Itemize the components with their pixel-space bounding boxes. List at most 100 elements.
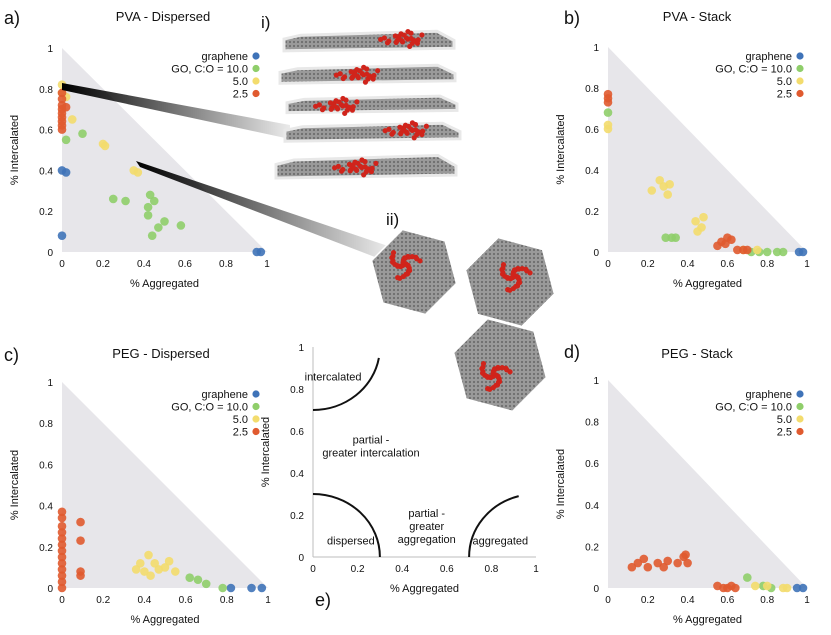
data-point xyxy=(256,247,266,257)
data-point xyxy=(145,190,155,200)
data-point xyxy=(57,583,67,593)
y-axis-title: % Intercalated xyxy=(555,114,567,184)
legend-label: graphene xyxy=(746,51,793,63)
data-point xyxy=(733,245,742,255)
legend-marker xyxy=(796,427,804,436)
data-point xyxy=(121,196,130,206)
y-tick-label: 0.6 xyxy=(290,427,304,438)
y-tick-label: 0.8 xyxy=(585,84,599,95)
x-axis-title: % Aggregated xyxy=(390,583,459,595)
triangle-region xyxy=(608,47,807,252)
y-tick-label: 0.2 xyxy=(585,542,599,553)
y-tick-label: 0.8 xyxy=(39,85,53,96)
data-point xyxy=(160,563,170,572)
data-point xyxy=(193,575,203,585)
graphene-sheet xyxy=(282,28,456,53)
x-tick-label: 0.6 xyxy=(179,595,193,606)
data-point xyxy=(762,247,772,257)
y-tick-label: 1 xyxy=(298,343,304,354)
data-point xyxy=(653,558,663,568)
data-point xyxy=(743,245,752,255)
data-point xyxy=(76,571,85,580)
series-graphene xyxy=(792,583,808,593)
legend-marker xyxy=(252,427,260,436)
x-tick-label: 0 xyxy=(310,564,316,575)
y-tick-label: 0.2 xyxy=(585,207,599,218)
x-tick-label: 1 xyxy=(265,595,271,606)
legend-label: 5.0 xyxy=(233,76,248,88)
x-axis-title: % Aggregated xyxy=(130,278,199,290)
y-tick-label: 0.2 xyxy=(39,207,53,218)
data-point xyxy=(57,94,67,104)
data-point xyxy=(67,115,77,124)
legend-marker xyxy=(796,415,804,423)
region-boundary xyxy=(312,357,380,411)
y-tick-label: 0.6 xyxy=(39,460,53,471)
series-2-5 xyxy=(57,88,71,134)
data-point xyxy=(782,583,792,593)
y-tick-label: 1 xyxy=(593,43,599,54)
data-point xyxy=(663,190,672,199)
data-point xyxy=(140,567,149,576)
data-point xyxy=(673,558,682,568)
data-point xyxy=(655,175,665,185)
legend-marker xyxy=(252,415,260,423)
zoom-beam xyxy=(136,161,388,262)
x-tick-label: 1 xyxy=(264,259,270,270)
x-tick-label: 0.2 xyxy=(351,564,365,575)
legend-label: 2.5 xyxy=(777,427,792,439)
panel-label: e) xyxy=(315,590,331,610)
y-tick-label: 0.6 xyxy=(585,125,599,136)
y-tick-label: 0.4 xyxy=(39,166,53,177)
data-point xyxy=(639,554,649,564)
y-tick-label: 0.2 xyxy=(290,511,304,522)
series-2-5 xyxy=(627,550,740,593)
chart-title: PEG - Dispersed xyxy=(112,346,210,361)
region-label: dispersed xyxy=(327,535,375,547)
data-point xyxy=(627,562,637,572)
data-point xyxy=(57,558,67,568)
inset-label: i) xyxy=(261,13,270,32)
x-tick-label: 0.4 xyxy=(395,564,409,575)
legend-marker xyxy=(796,52,804,60)
data-point xyxy=(721,239,730,249)
data-point xyxy=(201,579,211,589)
data-point xyxy=(663,556,672,566)
legend-label: graphene xyxy=(746,389,793,401)
data-point xyxy=(226,583,236,593)
y-axis-title: % Intercalated xyxy=(9,450,21,520)
panel-label: a) xyxy=(4,8,20,28)
data-point xyxy=(792,583,802,593)
data-point xyxy=(133,168,143,177)
data-point xyxy=(798,247,808,257)
data-point xyxy=(76,536,85,545)
graphene-flake xyxy=(452,317,548,413)
panel-label: c) xyxy=(4,345,19,365)
x-tick-label: 0.8 xyxy=(760,259,774,270)
y-tick-label: 0 xyxy=(593,248,599,259)
data-point xyxy=(57,546,67,556)
x-tick-label: 0 xyxy=(605,595,611,606)
data-point xyxy=(633,558,643,568)
x-tick-label: 1 xyxy=(804,595,810,606)
data-point xyxy=(135,558,145,568)
x-tick-label: 0.8 xyxy=(219,259,233,270)
y-tick-label: 0.8 xyxy=(290,385,304,396)
legend-marker xyxy=(252,64,260,73)
series-graphene xyxy=(794,247,808,257)
graphene-flake xyxy=(370,228,458,316)
graphene-sheet xyxy=(278,63,457,85)
data-point xyxy=(57,513,67,523)
region-label: intercalated xyxy=(305,372,362,384)
series-5-0 xyxy=(750,581,792,593)
legend-label: 2.5 xyxy=(233,427,248,439)
graphene-sheet xyxy=(274,153,458,180)
panel-e: 0 0.2 0.4 0.6 0.8 1 0 0.2 0.4 0.6 0.8 1 % Aggregated… xyxy=(260,343,539,610)
data-point xyxy=(57,231,67,240)
data-point xyxy=(647,186,657,195)
data-point xyxy=(57,552,67,562)
data-point xyxy=(164,556,174,566)
y-tick-label: 1 xyxy=(47,44,53,55)
data-point xyxy=(699,212,708,222)
